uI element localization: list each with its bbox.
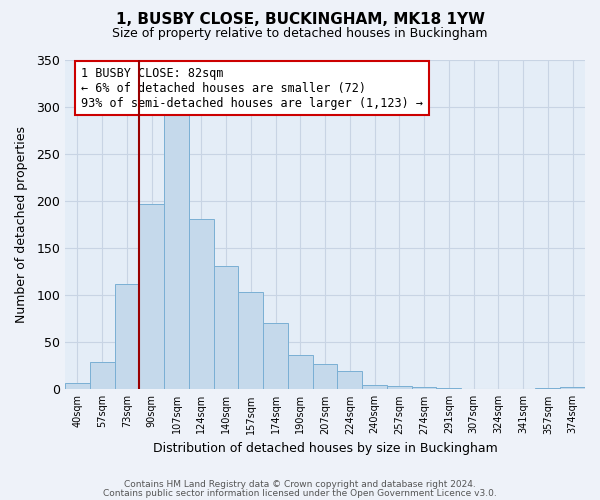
Bar — [164, 114, 189, 390]
Bar — [288, 356, 313, 390]
Bar — [189, 219, 214, 390]
Bar — [214, 266, 238, 390]
Bar — [436, 388, 461, 390]
Bar — [535, 388, 560, 390]
Bar — [65, 382, 90, 390]
Bar — [560, 388, 585, 390]
Bar — [115, 284, 139, 390]
Text: Size of property relative to detached houses in Buckingham: Size of property relative to detached ho… — [112, 28, 488, 40]
Bar — [337, 372, 362, 390]
Bar — [263, 324, 288, 390]
Bar — [362, 384, 387, 390]
Text: Contains public sector information licensed under the Open Government Licence v3: Contains public sector information licen… — [103, 488, 497, 498]
Bar — [139, 204, 164, 390]
Bar — [387, 386, 412, 390]
X-axis label: Distribution of detached houses by size in Buckingham: Distribution of detached houses by size … — [152, 442, 497, 455]
Y-axis label: Number of detached properties: Number of detached properties — [15, 126, 28, 323]
Text: 1 BUSBY CLOSE: 82sqm
← 6% of detached houses are smaller (72)
93% of semi-detach: 1 BUSBY CLOSE: 82sqm ← 6% of detached ho… — [80, 66, 422, 110]
Bar — [412, 388, 436, 390]
Bar — [90, 362, 115, 390]
Text: 1, BUSBY CLOSE, BUCKINGHAM, MK18 1YW: 1, BUSBY CLOSE, BUCKINGHAM, MK18 1YW — [115, 12, 485, 28]
Bar — [313, 364, 337, 390]
Text: Contains HM Land Registry data © Crown copyright and database right 2024.: Contains HM Land Registry data © Crown c… — [124, 480, 476, 489]
Bar — [238, 292, 263, 390]
